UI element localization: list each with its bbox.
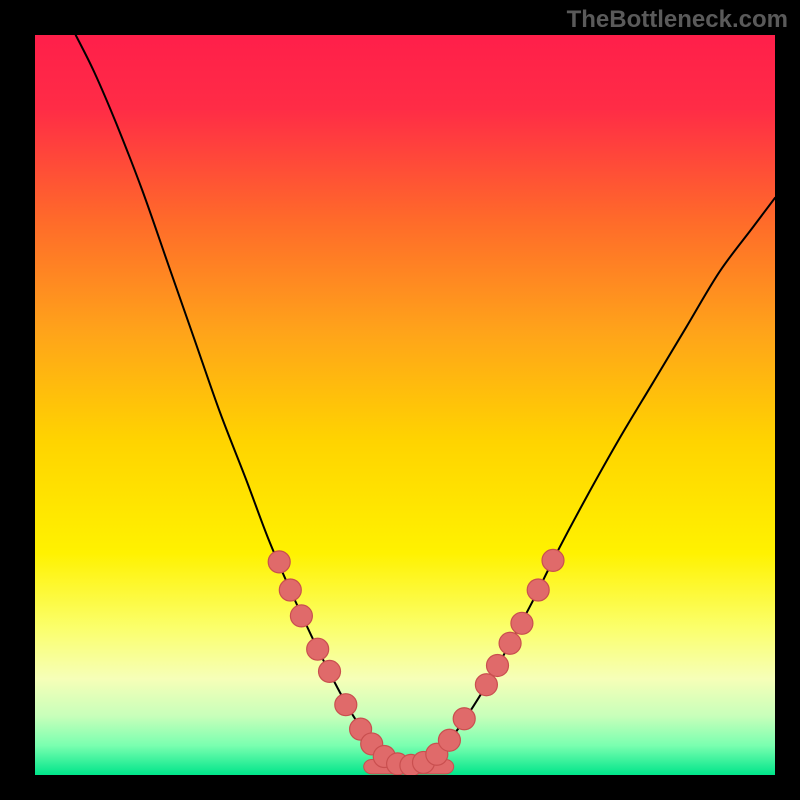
gradient-background [35, 35, 775, 775]
chart-container [35, 35, 775, 775]
watermark-text: TheBottleneck.com [567, 6, 788, 34]
